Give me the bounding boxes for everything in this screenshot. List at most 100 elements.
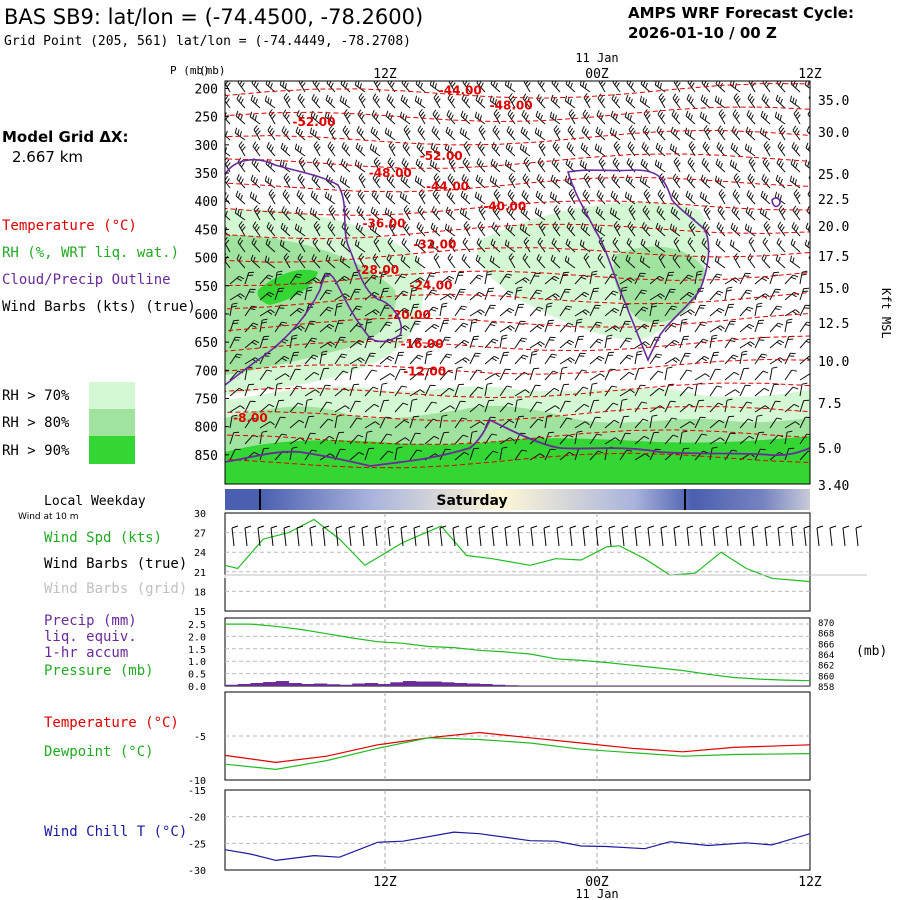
wind-barb-flag — [581, 369, 588, 372]
wind-barb-flag — [311, 254, 315, 260]
precip-tick-label: 2.0 — [188, 632, 206, 643]
wind-barb-flag — [481, 146, 485, 152]
wind-barb-shaft — [643, 113, 651, 125]
wind-barb-flag — [786, 318, 793, 321]
wind-barb-flag — [625, 254, 629, 261]
wind-barb-flag — [357, 144, 361, 151]
legend-wind-chill: Wind Chill T (°C) — [44, 824, 187, 840]
wind-barb-flag — [599, 95, 604, 101]
wind-barb-flag — [279, 239, 283, 246]
wind-barb-shaft — [544, 320, 550, 333]
wind-barb-flag — [310, 320, 316, 323]
wind-barb-flag — [331, 146, 335, 152]
temperature-contour-label: -32.00 — [413, 237, 456, 251]
wind-barb-shaft — [553, 209, 561, 221]
wind-barb-shaft — [672, 97, 681, 109]
wind-barb-flag — [777, 141, 782, 147]
surface-wind-barb — [842, 525, 850, 547]
bottom-tick-label: 12Z — [798, 875, 822, 890]
wind-barb-flag — [554, 115, 557, 121]
wind-barb-shaft — [499, 273, 508, 285]
wind-barb — [484, 304, 496, 317]
wind-barb-flag — [479, 309, 485, 314]
wind-barb-flag — [311, 449, 318, 452]
wind-barb-shaft — [415, 243, 426, 253]
wind-barb-flag — [683, 335, 690, 338]
wind-barb-flag — [325, 254, 329, 261]
wind-barb — [499, 273, 513, 285]
wind-barb — [799, 433, 810, 445]
wind-barb-flag — [705, 162, 709, 168]
wind-barb-shaft — [679, 320, 683, 333]
wind-barb — [225, 208, 231, 221]
wind-barb — [744, 143, 756, 157]
wind-barb-flag — [355, 400, 361, 403]
wind-barb-flag — [327, 418, 334, 422]
wind-barb-shaft — [784, 352, 791, 365]
wind-barb-flag — [412, 306, 419, 308]
wind-barb — [244, 339, 260, 349]
wind-barb-flag — [552, 256, 556, 263]
wind-barb-shaft — [716, 226, 726, 237]
wind-barb-shaft — [589, 304, 596, 317]
wind-barb — [744, 223, 756, 237]
wind-barb — [402, 141, 411, 157]
temperature-contour-label: -52.00 — [293, 115, 336, 129]
wind-barb-flag — [749, 147, 752, 153]
wind-barb-flag — [351, 366, 358, 369]
wind-barb-flag — [328, 205, 333, 210]
wind-barb-shaft — [583, 97, 591, 109]
wind-barb-flag — [687, 112, 691, 119]
wind-barb — [289, 334, 298, 349]
height-tick-label: 7.5 — [818, 397, 841, 412]
wind-barb — [364, 386, 379, 397]
temperature-contour — [225, 200, 810, 216]
wind-barb-flag — [433, 208, 437, 214]
wind-barb-flag — [702, 193, 705, 199]
wind-tick-label: 18 — [194, 587, 206, 598]
wind-barb-shaft — [793, 113, 801, 125]
wind-barb-flag — [490, 158, 494, 165]
wind-barb — [250, 94, 261, 109]
barb-flag — [296, 525, 304, 529]
wind-barb-flag — [268, 189, 273, 194]
wind-barb-shaft — [567, 209, 576, 221]
wind-barb-flag — [356, 126, 360, 132]
wind-barb-flag — [510, 175, 515, 181]
wind-barb — [264, 175, 276, 189]
surface-wind-barb — [478, 525, 486, 547]
wind-barb-flag — [353, 291, 360, 293]
wind-barb-flag — [519, 340, 526, 343]
wind-barb-flag — [280, 142, 284, 149]
top-date-label: 11 Jan — [575, 51, 618, 65]
wind-barb-flag — [719, 99, 722, 105]
wind-barb-flag — [345, 191, 350, 197]
wind-barb-flag — [669, 308, 676, 311]
wind-barb — [499, 307, 515, 317]
wind-barb — [604, 290, 619, 301]
wind-barb — [484, 287, 495, 301]
wind-barb-flag — [387, 81, 392, 83]
pressure-unit: (mb) — [856, 644, 887, 659]
wind-barb-flag — [704, 115, 707, 121]
wind-barb-shaft — [807, 113, 810, 125]
wind-barb-flag — [466, 82, 470, 88]
wind-barb-flag — [326, 325, 332, 330]
wind-barb-flag — [327, 342, 333, 347]
precip-bar — [326, 684, 340, 686]
wind-barb — [748, 81, 756, 93]
wind-barb — [379, 373, 395, 381]
wind-barb-flag — [342, 97, 345, 103]
wind-barb — [342, 125, 351, 141]
wind-barb-flag — [781, 146, 785, 152]
wind-barb-flag — [256, 210, 261, 216]
wind-barb-shaft — [274, 416, 281, 429]
barb-flag — [439, 525, 447, 529]
wind-barb-flag — [550, 174, 554, 181]
wind-barb-flag — [463, 176, 467, 182]
wind-barb-flag — [688, 176, 692, 182]
wind-barb-shaft — [401, 242, 411, 253]
wind-barb-flag — [567, 205, 572, 211]
wind-barb-shaft — [514, 400, 518, 413]
temperature-contour — [225, 270, 810, 287]
